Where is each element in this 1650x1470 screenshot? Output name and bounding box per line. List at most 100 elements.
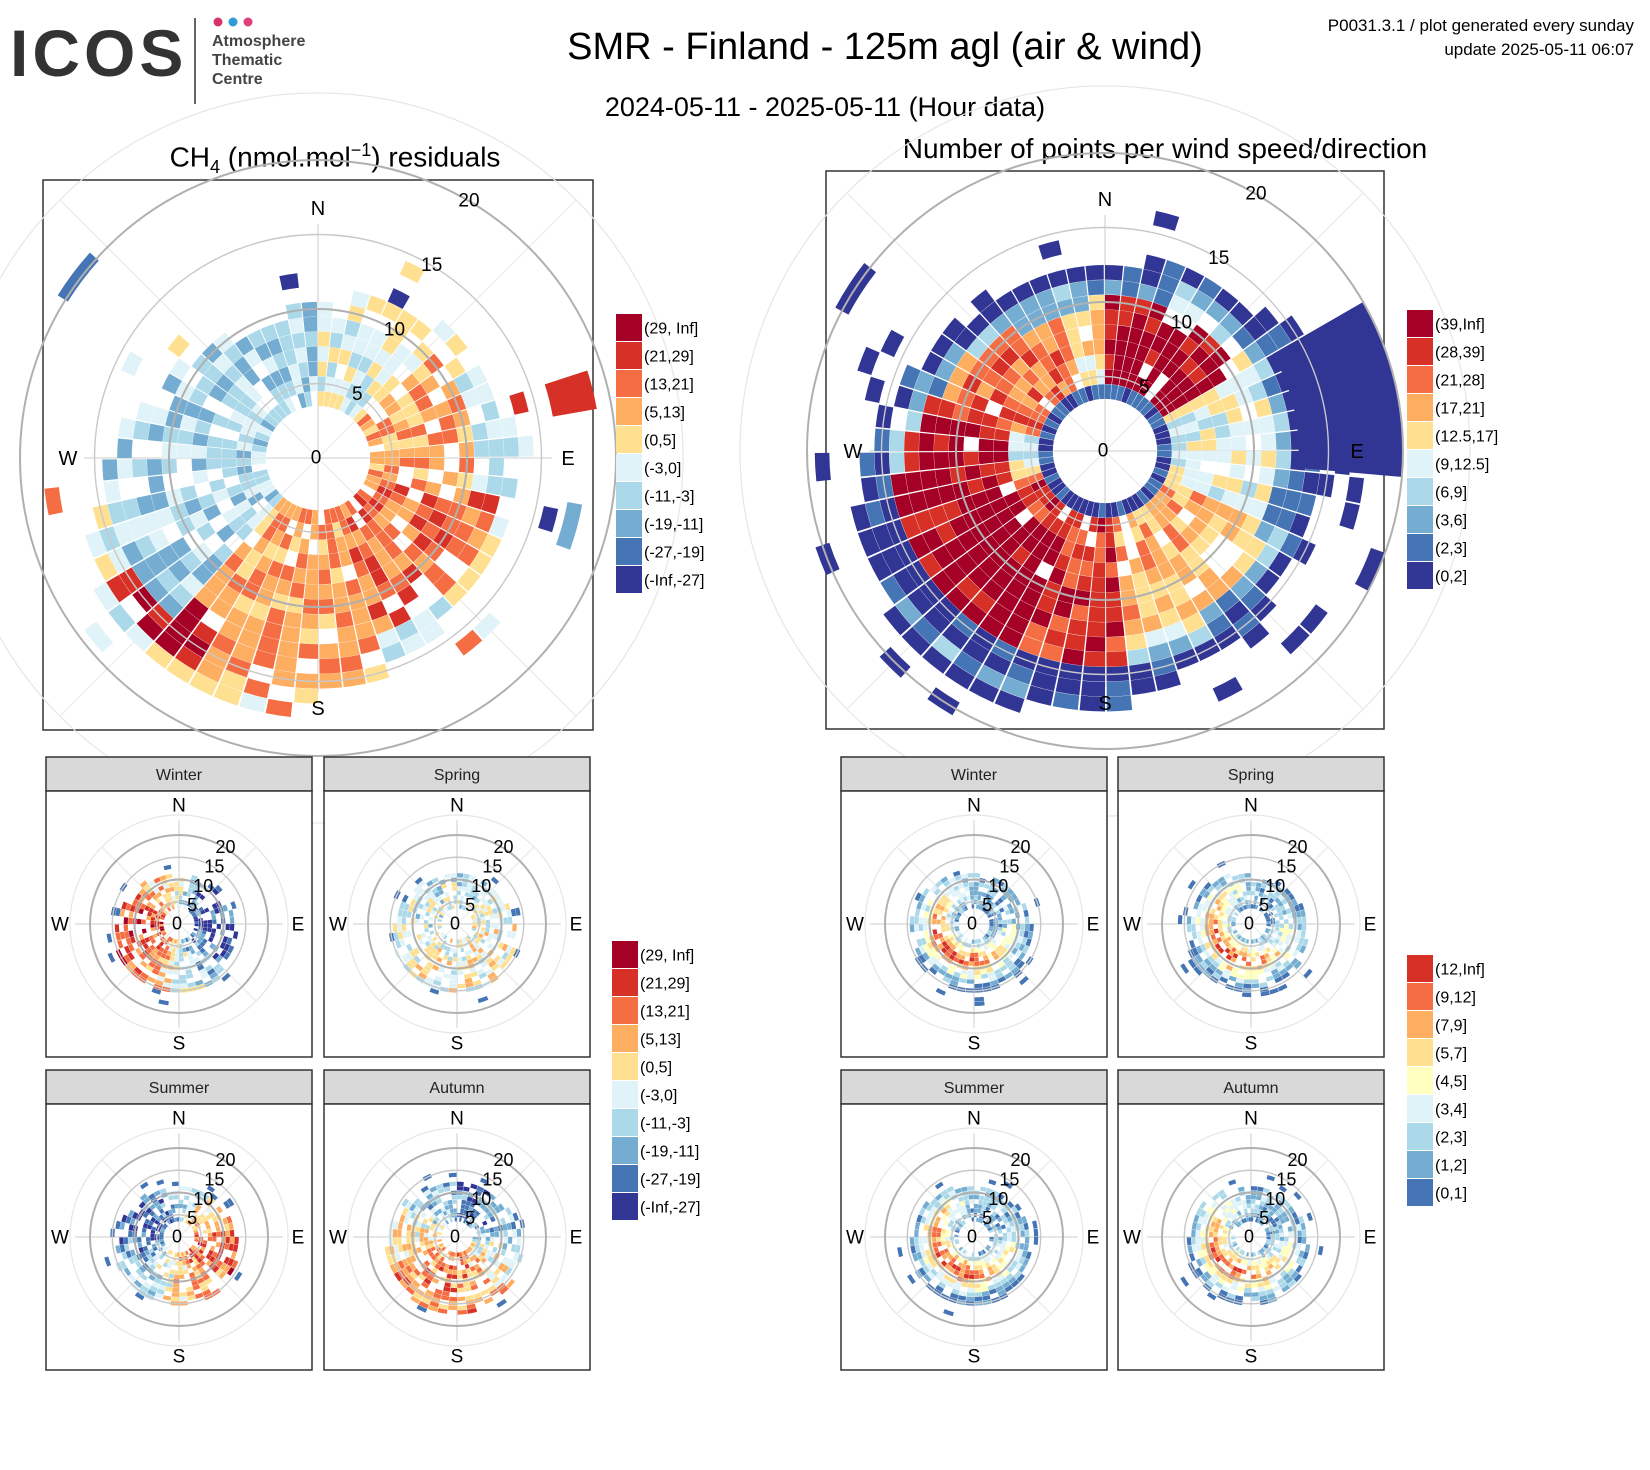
heat-cell [1275, 508, 1297, 532]
heat-cell [1126, 496, 1139, 512]
speed-tick-0: 0 [450, 913, 460, 933]
heat-cell [338, 640, 360, 658]
heat-cell [406, 1224, 412, 1231]
heat-cell [963, 1273, 970, 1279]
heat-cell [1071, 543, 1085, 561]
heat-cell [461, 938, 465, 944]
heat-cell [213, 683, 243, 706]
heat-cell [933, 1201, 941, 1209]
heat-cell [457, 1309, 468, 1315]
heat-cell [505, 945, 513, 954]
heat-cell [267, 560, 284, 579]
grid-ring-10 [1205, 878, 1297, 970]
heat-cell [1287, 928, 1293, 935]
speed-tick-5: 5 [187, 895, 197, 915]
heat-cell [1263, 1280, 1271, 1287]
heat-cell [922, 952, 930, 961]
compass-n: N [172, 796, 186, 817]
heat-cell [230, 901, 237, 910]
heat-cell [478, 1246, 484, 1252]
heat-cell [918, 894, 926, 903]
heat-cell [437, 967, 445, 974]
heat-cell [159, 1187, 167, 1194]
heat-cell [1269, 1200, 1277, 1207]
heat-cell [473, 1263, 480, 1270]
heat-cell [986, 943, 992, 949]
heat-cell [218, 1270, 227, 1279]
heat-cell [501, 943, 509, 952]
heat-cell [194, 941, 200, 947]
heat-cell [216, 1260, 224, 1268]
heat-cell [494, 1206, 501, 1214]
heat-cell [192, 470, 209, 485]
heat-cell [461, 1199, 467, 1205]
heat-cell [464, 1286, 472, 1292]
heat-cell [1084, 355, 1096, 371]
heat-cell [1221, 1257, 1228, 1264]
heat-cell [1130, 525, 1145, 543]
heat-cell [1183, 385, 1202, 402]
heat-cell [1241, 937, 1246, 943]
heat-cell [426, 1193, 434, 1200]
heat-cell [369, 451, 385, 458]
heat-cell [426, 935, 432, 941]
heat-cell [934, 416, 952, 435]
heat-cell [1195, 1207, 1203, 1216]
heat-cell [930, 955, 938, 964]
heat-cell [483, 1253, 490, 1260]
heat-cell [150, 1251, 157, 1258]
heat-cell [393, 1271, 403, 1282]
heat-cell [442, 954, 449, 961]
heat-cell [1200, 917, 1205, 924]
heat-cell [338, 348, 352, 366]
heat-cell [235, 523, 254, 541]
grid-ring-10 [928, 878, 1020, 970]
speed-tick-15: 15 [1276, 1169, 1296, 1189]
heat-cell [1231, 919, 1236, 922]
heat-cell [206, 1185, 216, 1193]
heat-cell [397, 1221, 404, 1230]
heat-cell [338, 550, 353, 567]
heat-cell [318, 316, 332, 332]
facet-strip-label: Summer [944, 1080, 1005, 1097]
heat-cell [1000, 676, 1030, 699]
heat-cell [1243, 1217, 1247, 1223]
heat-cell [1266, 1231, 1271, 1235]
heat-cell [1234, 893, 1240, 899]
heat-cell [1002, 1270, 1010, 1278]
heat-cell [426, 880, 434, 887]
heat-cell [171, 895, 176, 901]
heat-cell [1267, 891, 1274, 898]
heat-cell [948, 1277, 957, 1285]
heat-cell [428, 1237, 433, 1241]
heat-cell [1248, 1217, 1251, 1222]
heat-cell [252, 469, 269, 479]
heat-cell [995, 1222, 1001, 1228]
heat-cell [148, 935, 154, 941]
heat-cell [930, 885, 938, 893]
heat-cell [1004, 303, 1026, 325]
heat-cell [1031, 541, 1050, 561]
heat-cell [960, 873, 968, 879]
heat-cell [1091, 502, 1100, 518]
heat-cell [1230, 436, 1247, 451]
heat-cell [512, 1212, 519, 1222]
heat-cell [1220, 880, 1228, 887]
heat-cell [1047, 477, 1063, 491]
heat-cell [1233, 943, 1239, 949]
grid-spoke [1250, 1159, 1329, 1238]
heat-cell [299, 628, 318, 644]
heat-cell [1254, 1264, 1260, 1270]
heat-cell [1085, 636, 1105, 652]
heat-cell [147, 423, 165, 442]
heat-cell [1281, 898, 1288, 905]
heat-cell [319, 658, 341, 674]
heat-cell [1251, 1261, 1255, 1266]
heat-cell [937, 968, 947, 976]
legend-label: (-3,0] [644, 460, 681, 477]
heat-cell [257, 479, 273, 492]
heat-cell [934, 1181, 944, 1190]
compass-n: N [1244, 796, 1258, 817]
heat-cell [460, 1204, 466, 1210]
